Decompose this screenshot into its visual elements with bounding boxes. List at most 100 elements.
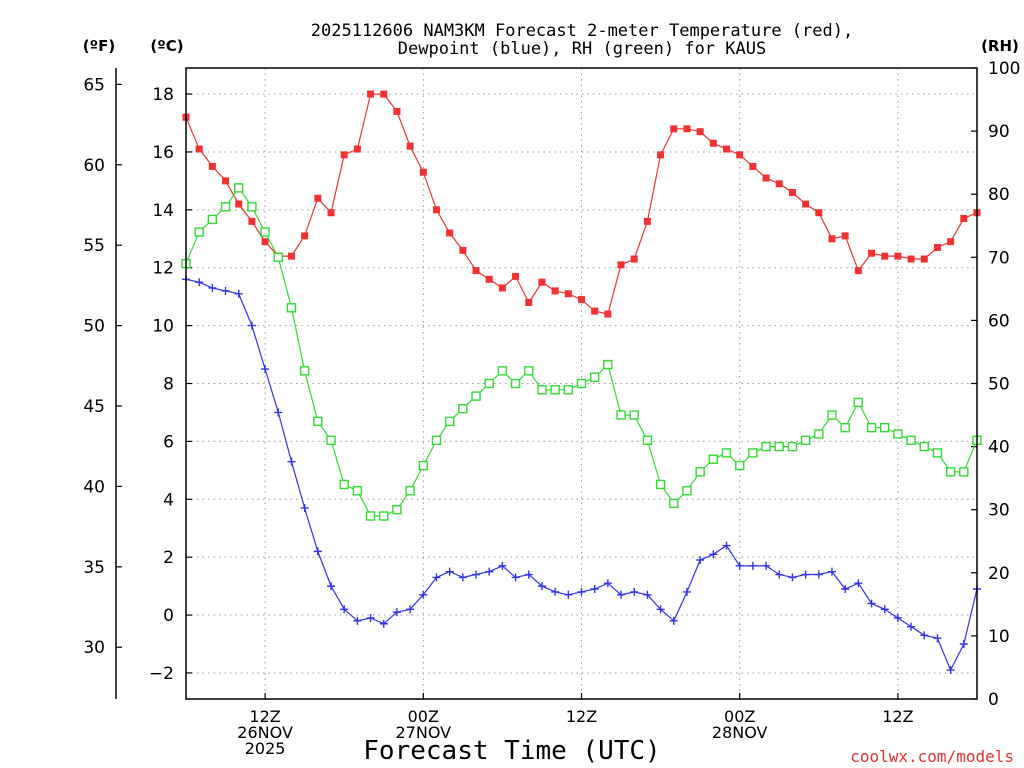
dewpoint-marker [788,573,797,582]
fahrenheit-axis-label: (ºF) [83,37,115,55]
dewpoint-marker [696,556,705,565]
rh-tick-label: 60 [988,311,1010,331]
dewpoint-marker [590,585,599,594]
rh-marker [840,422,850,433]
rh-marker [234,183,244,193]
temperature-marker [367,90,375,98]
dewpoint-marker [656,605,665,614]
dewpoint-marker [617,590,626,599]
rh-marker [207,214,218,225]
rh-tick-label: 70 [988,248,1010,268]
temperature-marker [617,261,625,269]
rh-marker [365,511,376,521]
rh-tick-label: 30 [988,501,1010,521]
rh-marker [774,441,784,452]
dewpoint-marker [366,613,375,622]
dewpoint-marker [933,634,942,643]
rh-marker [576,378,587,389]
plot-frame [185,67,978,700]
dewpoint-marker [313,547,322,556]
x-tick-label: 12Z [882,707,913,726]
temperature-marker [828,235,836,243]
temperature-marker [459,246,467,254]
rh-marker [880,422,890,433]
rh-marker [682,486,692,496]
dewpoint-marker [709,550,718,559]
rh-marker [800,435,811,445]
x-tick-label: 12Z [566,707,597,726]
dewpoint-marker [485,567,494,576]
rh-marker [748,448,758,458]
temperature-marker [419,168,427,176]
rh-tick-label: 0 [988,690,999,710]
dewpoint-marker [907,622,916,631]
temperature-marker [736,151,744,159]
series-dewpoint [182,275,981,675]
dewpoint-marker [195,278,204,287]
rh-marker [537,385,547,395]
rh-marker [484,378,494,389]
temperature-marker [643,217,651,225]
rh-marker [603,359,613,370]
temperature-marker [353,145,361,153]
rh-marker [313,416,323,427]
celsius-tick-label: 8 [163,375,174,395]
fahrenheit-tick-label: 45 [83,397,105,417]
celsius-axis: −2 0 2 4 6 8 10 12 14 16 18 [149,85,192,684]
rh-marker [392,505,402,515]
dewpoint-marker [287,457,296,466]
celsius-axis-label: (ºC) [150,37,183,55]
dewpoint-marker [735,561,744,570]
dewpoint-marker [841,585,850,594]
dewpoint-marker [274,408,283,417]
series-rh [181,183,982,521]
dewpoint-marker [893,613,902,622]
temperature-marker [762,174,770,182]
chart-title: 2025112606 NAM3KM Forecast 2-meter Tempe… [311,21,853,59]
x-tick-label: 00Z [724,707,755,726]
fahrenheit-tick-label: 60 [83,156,105,176]
dewpoint-marker [445,567,454,576]
rh-marker [893,429,903,439]
dewpoint-marker [827,567,836,576]
temperature-marker [894,252,902,260]
temperature-marker [868,249,876,257]
series-2-meter-temperature [182,90,981,318]
temperature-marker [498,284,506,292]
rh-tick-label: 20 [988,564,1010,584]
chart-title-line-2: Dewpoint (blue), RH (green) for KAUS [398,39,766,59]
dewpoint-marker [432,573,441,582]
series-line [185,93,978,315]
temperature-marker [485,275,493,283]
dewpoint-marker [630,587,639,596]
temperature-marker [630,255,638,263]
fahrenheit-tick-label: 40 [83,477,105,497]
celsius-tick-label: −2 [149,664,174,684]
fahrenheit-tick-label: 30 [83,638,105,658]
rh-marker [247,202,257,212]
rh-marker [919,441,929,452]
rh-marker [761,441,771,452]
rh-marker [339,479,349,490]
dewpoint-marker [854,579,863,588]
rh-marker [444,416,455,427]
dewpoint-marker [234,289,243,298]
temperature-marker [208,162,216,170]
temperature-marker [604,310,612,318]
rh-marker [629,410,639,420]
rh-axis-label: (RH) [981,37,1019,55]
rh-marker [735,460,745,471]
rh-tick-label: 100 [988,59,1020,79]
dewpoint-marker [524,570,533,579]
dewpoint-marker [643,590,652,599]
dewpoint-marker [353,616,362,625]
temperature-marker [907,255,915,263]
x-tick-label: 27NOV [396,723,452,742]
celsius-tick-label: 0 [163,606,174,626]
temperature-marker [261,238,269,246]
rh-marker [945,467,956,477]
rh-tick-label: 10 [988,627,1010,647]
dewpoint-marker [221,286,230,295]
fahrenheit-tick-label: 55 [83,236,105,256]
dewpoint-marker [762,561,771,570]
